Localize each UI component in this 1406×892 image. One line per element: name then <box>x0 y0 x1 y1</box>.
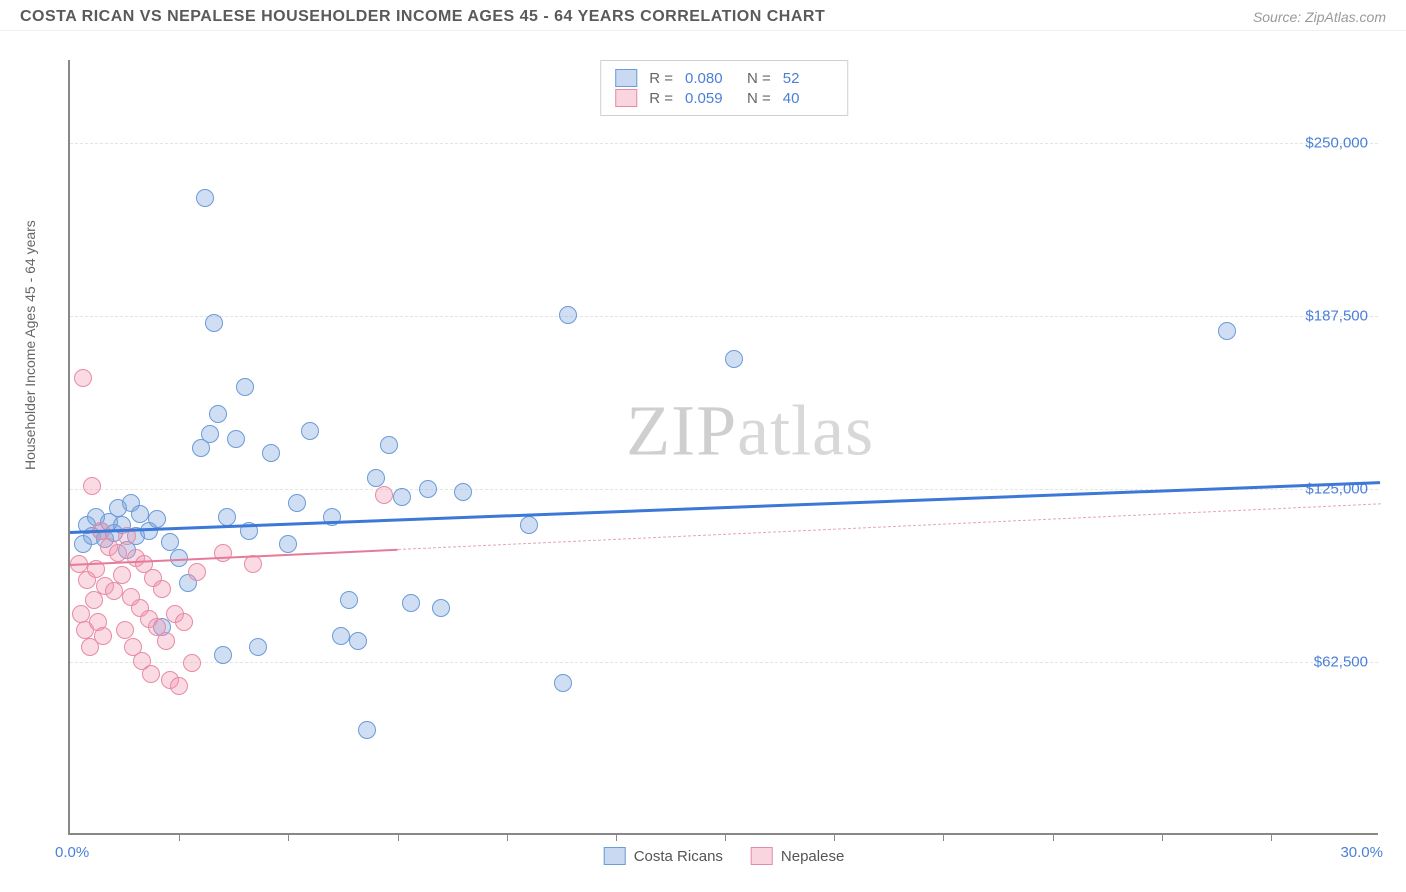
x-tick <box>616 833 617 841</box>
x-tick <box>725 833 726 841</box>
stats-row: R = 0.059 N = 40 <box>615 89 833 107</box>
chart-source: Source: ZipAtlas.com <box>1253 9 1386 25</box>
data-point <box>157 632 175 650</box>
data-point <box>214 646 232 664</box>
data-point <box>196 189 214 207</box>
n-label: N = <box>747 90 771 107</box>
data-point <box>227 430 245 448</box>
x-tick <box>1162 833 1163 841</box>
data-point <box>153 580 171 598</box>
data-point <box>367 469 385 487</box>
data-point <box>402 594 420 612</box>
y-tick-label: $250,000 <box>1305 135 1368 152</box>
data-point <box>131 505 149 523</box>
data-point <box>116 621 134 639</box>
legend-swatch <box>615 69 637 87</box>
data-point <box>188 563 206 581</box>
gridline-h <box>70 143 1378 144</box>
data-point <box>209 405 227 423</box>
data-point <box>375 486 393 504</box>
data-point <box>113 566 131 584</box>
r-label: R = <box>649 90 673 107</box>
data-point <box>262 444 280 462</box>
legend-swatch <box>751 847 773 865</box>
x-tick <box>943 833 944 841</box>
r-value: 0.059 <box>685 90 735 107</box>
gridline-h <box>70 662 1378 663</box>
data-point <box>520 516 538 534</box>
data-point <box>1218 322 1236 340</box>
data-point <box>74 369 92 387</box>
x-tick <box>179 833 180 841</box>
data-point <box>340 591 358 609</box>
chart-title: COSTA RICAN VS NEPALESE HOUSEHOLDER INCO… <box>20 8 825 26</box>
data-point <box>380 436 398 454</box>
data-point <box>301 422 319 440</box>
data-point <box>349 632 367 650</box>
data-point <box>142 665 160 683</box>
data-point <box>288 494 306 512</box>
data-point <box>83 477 101 495</box>
data-point <box>183 654 201 672</box>
series-legend: Costa Ricans Nepalese <box>604 847 845 865</box>
x-tick <box>1053 833 1054 841</box>
legend-label: Nepalese <box>781 848 844 865</box>
data-point <box>419 480 437 498</box>
n-value: 52 <box>783 70 833 87</box>
data-point <box>559 306 577 324</box>
data-point <box>432 599 450 617</box>
legend-label: Costa Ricans <box>634 848 723 865</box>
chart-container: Householder Income Ages 45 - 64 years ZI… <box>50 50 1390 870</box>
data-point <box>72 605 90 623</box>
data-point <box>454 483 472 501</box>
data-point <box>218 508 236 526</box>
trend-line <box>397 503 1380 550</box>
watermark: ZIPatlas <box>626 390 874 473</box>
data-point <box>725 350 743 368</box>
stats-row: R = 0.080 N = 52 <box>615 69 833 87</box>
x-tick <box>507 833 508 841</box>
data-point <box>170 677 188 695</box>
data-point <box>109 544 127 562</box>
data-point <box>205 314 223 332</box>
data-point <box>279 535 297 553</box>
data-point <box>94 627 112 645</box>
x-axis-min: 0.0% <box>55 844 89 861</box>
data-point <box>175 613 193 631</box>
data-point <box>249 638 267 656</box>
data-point <box>236 378 254 396</box>
x-axis-max: 30.0% <box>1340 844 1383 861</box>
n-label: N = <box>747 70 771 87</box>
x-tick <box>288 833 289 841</box>
y-axis-label: Householder Income Ages 45 - 64 years <box>22 220 38 470</box>
data-point <box>393 488 411 506</box>
data-point <box>161 533 179 551</box>
chart-header: COSTA RICAN VS NEPALESE HOUSEHOLDER INCO… <box>0 0 1406 31</box>
legend-swatch <box>604 847 626 865</box>
legend-swatch <box>615 89 637 107</box>
legend-item: Nepalese <box>751 847 844 865</box>
data-point <box>85 591 103 609</box>
data-point <box>201 425 219 443</box>
data-point <box>148 510 166 528</box>
y-tick-label: $62,500 <box>1314 654 1368 671</box>
data-point <box>332 627 350 645</box>
x-tick <box>834 833 835 841</box>
r-label: R = <box>649 70 673 87</box>
y-tick-label: $187,500 <box>1305 308 1368 325</box>
data-point <box>358 721 376 739</box>
stats-legend: R = 0.080 N = 52 R = 0.059 N = 40 <box>600 60 848 116</box>
legend-item: Costa Ricans <box>604 847 723 865</box>
n-value: 40 <box>783 90 833 107</box>
x-tick <box>1271 833 1272 841</box>
data-point <box>554 674 572 692</box>
gridline-h <box>70 316 1378 317</box>
plot-area: ZIPatlas $62,500$125,000$187,500$250,000… <box>68 60 1378 835</box>
x-tick <box>398 833 399 841</box>
r-value: 0.080 <box>685 70 735 87</box>
data-point <box>105 582 123 600</box>
